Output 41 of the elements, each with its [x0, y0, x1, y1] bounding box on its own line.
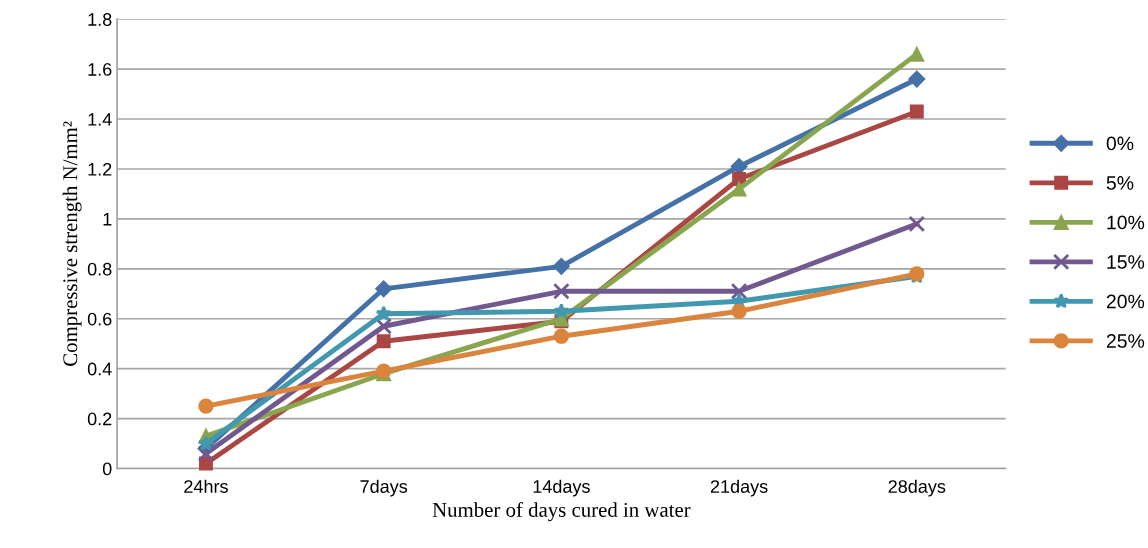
x-tick-label: 28days: [888, 479, 946, 497]
point: [553, 302, 570, 319]
x-tick-label: 21days: [710, 479, 768, 497]
point: [376, 334, 391, 349]
legend-label: 25%: [1106, 334, 1145, 348]
point: [909, 46, 925, 62]
point: [908, 70, 926, 88]
point: [553, 282, 570, 300]
y-tick-label: 0.2: [87, 412, 112, 426]
point: [375, 305, 392, 321]
point: [197, 445, 215, 462]
point: [552, 257, 570, 275]
point: [553, 328, 570, 344]
point: [730, 282, 748, 300]
y-tick-label: 1: [103, 213, 112, 226]
point: [731, 181, 747, 197]
point: [197, 435, 214, 451]
legend-label: 5%: [1106, 176, 1134, 190]
x-tick-label: 7days: [360, 479, 408, 497]
y-tick-label: 1.6: [88, 63, 112, 76]
y-tick-label: 0.6: [87, 312, 112, 326]
point: [908, 215, 926, 233]
y-tick-label: 0.4: [87, 362, 112, 376]
legend-label: 10%: [1107, 215, 1145, 230]
y-tick-label: 1.2: [88, 162, 112, 176]
y-tick-label: 1.8: [88, 13, 112, 26]
x-tick-label: 14days: [533, 479, 590, 497]
y-tick-label: 1.4: [88, 113, 112, 126]
point: [731, 303, 747, 319]
legend-label: 20%: [1106, 294, 1145, 309]
y-tick-label: 0: [102, 462, 112, 476]
legend-label: 0%: [1106, 136, 1134, 151]
legend-label: 15%: [1107, 255, 1145, 269]
x-axis-title: Number of days cured in water: [432, 502, 691, 522]
y-tick-label: 0.8: [87, 262, 112, 276]
point: [198, 398, 214, 414]
point: [375, 317, 392, 335]
x-tick-label: 24hrs: [184, 479, 228, 493]
point: [375, 280, 393, 298]
point: [909, 104, 924, 119]
y-axis-title: Compressive strength N/mm²: [62, 121, 82, 366]
